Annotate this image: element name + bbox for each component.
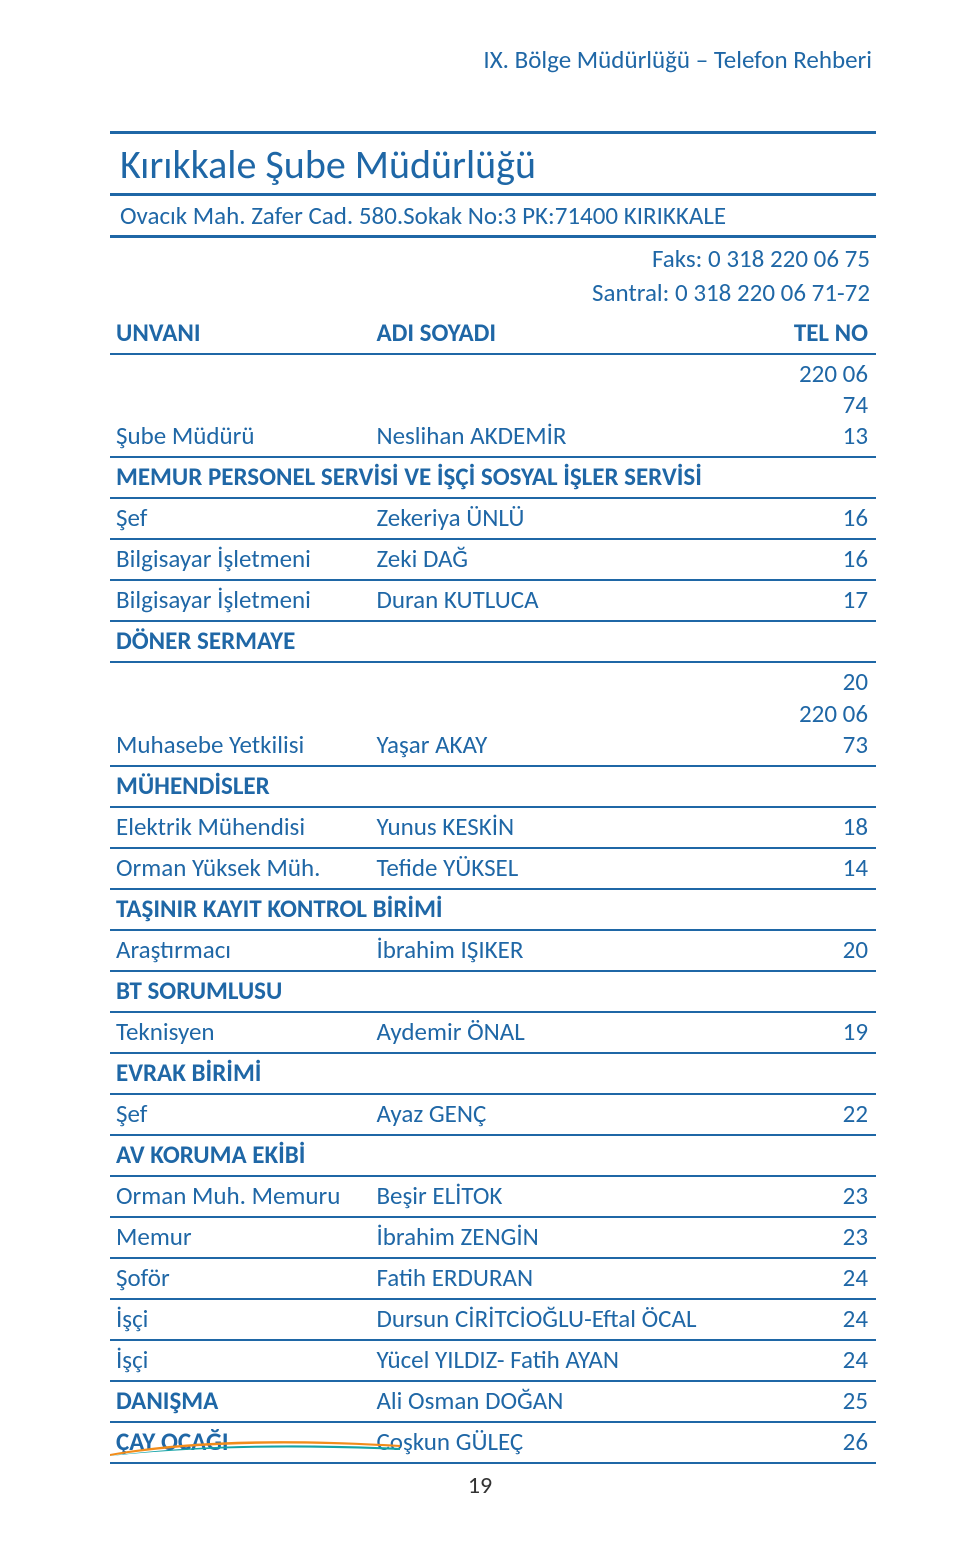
section-row: TAŞINIR KAYIT KONTROL BİRİMİ [110, 889, 876, 930]
title-sub: Ovacık Mah. Zafer Cad. 580.Sokak No:3 PK… [110, 198, 876, 238]
cell-name: Ali Osman DOĞAN [370, 1381, 768, 1422]
cell-tel: 19 [769, 1012, 876, 1053]
cell-name: İbrahim ZENGİN [370, 1217, 768, 1258]
section-row: BT SORUMLUSU [110, 971, 876, 1012]
cell-title: Şef [110, 498, 370, 539]
cell-title: Bilgisayar İşletmeni [110, 580, 370, 621]
cell-title: Muhasebe Yetkilisi [110, 662, 370, 766]
table-row: Bilgisayar İşletmeniZeki DAĞ16 [110, 539, 876, 580]
section-row: EVRAK BİRİMİ [110, 1053, 876, 1094]
section-label: MEMUR PERSONEL SERVİSİ VE İŞÇİ SOSYAL İŞ… [110, 457, 876, 498]
cell-tel: 16 [769, 498, 876, 539]
section-label: BT SORUMLUSU [110, 971, 876, 1012]
table-header-row: UNVANI ADI SOYADI TEL NO [110, 314, 876, 354]
page: IX. Bölge Müdürlüğü – Telefon Rehberi Kı… [0, 0, 960, 1544]
table-row: İşçiDursun CİRİTCİOĞLU-Eftal ÖCAL24 [110, 1299, 876, 1340]
cell-tel: 20220 06 73 [769, 662, 876, 766]
section-label: EVRAK BİRİMİ [110, 1053, 876, 1094]
cell-title: Bilgisayar İşletmeni [110, 539, 370, 580]
table-row: ŞefAyaz GENÇ22 [110, 1094, 876, 1135]
table-row: Araştırmacıİbrahim IŞIKER20 [110, 930, 876, 971]
cell-tel: 20 [769, 930, 876, 971]
section-label: AV KORUMA EKİBİ [110, 1135, 876, 1176]
cell-tel: 22 [769, 1094, 876, 1135]
footer-swoosh-icon [110, 1438, 400, 1456]
cell-title: Elektrik Mühendisi [110, 807, 370, 848]
col-header-tel: TEL NO [769, 314, 876, 354]
cell-title: Şube Müdürü [110, 354, 370, 458]
santral-line: Santral: 0 318 220 06 71-72 [110, 276, 870, 310]
cell-name: Yunus KESKİN [370, 807, 768, 848]
cell-tel: 23 [769, 1176, 876, 1217]
cell-name: Ayaz GENÇ [370, 1094, 768, 1135]
cell-title: İşçi [110, 1340, 370, 1381]
col-header-title: UNVANI [110, 314, 370, 354]
cell-tel: 17 [769, 580, 876, 621]
section-row: MEMUR PERSONEL SERVİSİ VE İŞÇİ SOSYAL İŞ… [110, 457, 876, 498]
col-header-name: ADI SOYADI [370, 314, 768, 354]
cell-name: Fatih ERDURAN [370, 1258, 768, 1299]
table-row: Elektrik MühendisiYunus KESKİN18 [110, 807, 876, 848]
cell-name: Coşkun GÜLEÇ [370, 1422, 768, 1463]
contact-info: Faks: 0 318 220 06 75 Santral: 0 318 220… [110, 242, 876, 310]
cell-tel: 25 [769, 1381, 876, 1422]
cell-title: İşçi [110, 1299, 370, 1340]
cell-tel: 18 [769, 807, 876, 848]
cell-title: DANIŞMA [110, 1381, 370, 1422]
cell-name: Aydemir ÖNAL [370, 1012, 768, 1053]
cell-tel: 24 [769, 1340, 876, 1381]
section-row: DÖNER SERMAYE [110, 621, 876, 662]
section-label: DÖNER SERMAYE [110, 621, 876, 662]
cell-name: Dursun CİRİTCİOĞLU-Eftal ÖCAL [370, 1299, 768, 1340]
section-row: MÜHENDİSLER [110, 766, 876, 807]
table-body: UNVANI ADI SOYADI TEL NO Şube MüdürüNesl… [110, 314, 876, 1464]
cell-title: Orman Yüksek Müh. [110, 848, 370, 889]
cell-tel: 16 [769, 539, 876, 580]
cell-title: Araştırmacı [110, 930, 370, 971]
table-row: ŞoförFatih ERDURAN24 [110, 1258, 876, 1299]
cell-name: Yaşar AKAY [370, 662, 768, 766]
cell-name: Tefide YÜKSEL [370, 848, 768, 889]
table-row: Orman Muh. MemuruBeşir ELİTOK23 [110, 1176, 876, 1217]
section-label: TAŞINIR KAYIT KONTROL BİRİMİ [110, 889, 876, 930]
table-row: Orman Yüksek Müh.Tefide YÜKSEL14 [110, 848, 876, 889]
table-row: İşçiYücel YILDIZ- Fatih AYAN24 [110, 1340, 876, 1381]
table-row: Memurİbrahim ZENGİN23 [110, 1217, 876, 1258]
cell-name: Beşir ELİTOK [370, 1176, 768, 1217]
table-row: Muhasebe YetkilisiYaşar AKAY20220 06 73 [110, 662, 876, 766]
cell-tel: 14 [769, 848, 876, 889]
table-row: DANIŞMAAli Osman DOĞAN25 [110, 1381, 876, 1422]
cell-tel: 23 [769, 1217, 876, 1258]
cell-name: Zekeriya ÜNLÜ [370, 498, 768, 539]
section-row: AV KORUMA EKİBİ [110, 1135, 876, 1176]
cell-tel: 24 [769, 1258, 876, 1299]
title-main: Kırıkkale Şube Müdürlüğü [110, 131, 876, 196]
cell-title: Şef [110, 1094, 370, 1135]
cell-tel: 220 06 7413 [769, 354, 876, 458]
cell-title: Memur [110, 1217, 370, 1258]
cell-name: Yücel YILDIZ- Fatih AYAN [370, 1340, 768, 1381]
table-row: Bilgisayar İşletmeniDuran KUTLUCA17 [110, 580, 876, 621]
table-row: ŞefZekeriya ÜNLÜ16 [110, 498, 876, 539]
cell-name: İbrahim IŞIKER [370, 930, 768, 971]
section-label: MÜHENDİSLER [110, 766, 876, 807]
cell-title: Orman Muh. Memuru [110, 1176, 370, 1217]
directory-table: UNVANI ADI SOYADI TEL NO Şube MüdürüNesl… [110, 314, 876, 1465]
table-row: Şube MüdürüNeslihan AKDEMİR220 06 7413 [110, 354, 876, 458]
cell-name: Zeki DAĞ [370, 539, 768, 580]
cell-title: Teknisyen [110, 1012, 370, 1053]
page-number: 19 [0, 1471, 960, 1500]
page-header: IX. Bölge Müdürlüğü – Telefon Rehberi [110, 44, 872, 75]
cell-tel: 26 [769, 1422, 876, 1463]
cell-name: Duran KUTLUCA [370, 580, 768, 621]
cell-name: Neslihan AKDEMİR [370, 354, 768, 458]
table-row: TeknisyenAydemir ÖNAL19 [110, 1012, 876, 1053]
cell-tel: 24 [769, 1299, 876, 1340]
cell-title: Şoför [110, 1258, 370, 1299]
faks-line: Faks: 0 318 220 06 75 [110, 242, 870, 276]
